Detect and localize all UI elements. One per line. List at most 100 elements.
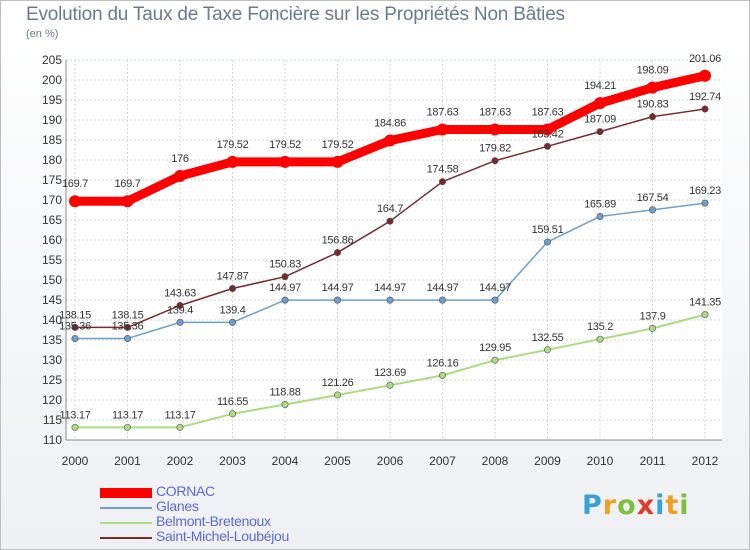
data-label: 118.88 <box>269 386 300 398</box>
data-label: 169.7 <box>114 178 140 190</box>
data-label: 156.86 <box>322 235 354 247</box>
data-label: 121.26 <box>322 377 354 389</box>
data-label: 116.55 <box>217 396 248 408</box>
y-tick-label: 120 <box>42 393 62 407</box>
legend-swatch <box>100 506 152 509</box>
data-label: 135.2 <box>587 321 613 333</box>
data-point <box>124 423 132 431</box>
y-tick-label: 155 <box>42 253 62 267</box>
data-label: 187.63 <box>532 106 564 118</box>
y-tick-label: 125 <box>42 373 62 387</box>
y-tick-label: 180 <box>42 153 62 167</box>
data-point <box>229 285 237 293</box>
data-point <box>176 301 184 309</box>
y-tick-label: 170 <box>42 193 62 207</box>
data-point <box>438 178 446 186</box>
y-tick-label: 145 <box>42 293 62 307</box>
data-label: 169.23 <box>689 185 721 197</box>
data-point <box>438 296 446 304</box>
y-tick-label: 130 <box>42 353 62 367</box>
data-point <box>384 134 396 147</box>
data-label: 174.58 <box>427 164 459 176</box>
logo-letter: P <box>582 490 603 521</box>
data-point <box>701 199 709 207</box>
data-point <box>596 212 604 220</box>
data-point <box>596 335 604 343</box>
data-point <box>543 346 551 354</box>
logo-letter: r <box>602 490 618 521</box>
data-point <box>176 318 184 326</box>
data-point <box>543 238 551 246</box>
data-label: 132.55 <box>532 332 564 344</box>
data-point <box>491 356 499 364</box>
y-tick-label: 165 <box>42 213 62 227</box>
legend-swatch <box>100 487 152 498</box>
logo-letter: i <box>679 490 690 521</box>
x-tick-label: 2009 <box>534 454 561 468</box>
data-point <box>489 123 501 136</box>
logo-letter: x <box>636 490 656 521</box>
data-point <box>71 423 79 431</box>
y-tick-label: 115 <box>43 413 62 427</box>
proxiti-logo: Proxiti <box>582 490 690 521</box>
data-label: 141.35 <box>689 297 721 309</box>
data-point <box>386 296 394 304</box>
data-point <box>331 155 344 168</box>
data-point <box>543 142 551 150</box>
data-point <box>386 217 394 225</box>
data-label: 144.97 <box>374 282 406 294</box>
data-label: 179.52 <box>269 139 301 151</box>
data-label: 138.15 <box>112 309 144 321</box>
data-label: 194.21 <box>584 80 616 92</box>
x-tick-label: 2003 <box>219 454 246 468</box>
legend-label: Glanes <box>156 498 199 514</box>
data-label: 187.63 <box>427 106 459 118</box>
data-point <box>541 123 554 136</box>
data-point <box>176 423 184 431</box>
data-point <box>281 273 289 281</box>
data-point <box>281 400 289 408</box>
data-label: 164.7 <box>377 203 403 215</box>
x-tick-label: 2005 <box>324 454 351 468</box>
data-point <box>701 311 709 319</box>
data-label: 165.89 <box>584 198 616 210</box>
data-label: 179.82 <box>479 143 511 155</box>
chart-title: Evolution du Taux de Taxe Foncière sur l… <box>26 4 565 25</box>
x-tick-label: 2011 <box>640 454 666 468</box>
data-point <box>69 195 81 208</box>
data-label: 167.54 <box>637 192 669 204</box>
data-point <box>121 195 134 208</box>
data-label: 135.36 <box>59 321 91 333</box>
data-label: 138.15 <box>59 309 91 321</box>
data-label: 113.17 <box>59 409 90 421</box>
data-point <box>333 249 341 257</box>
data-label: 150.83 <box>269 259 301 271</box>
data-label: 144.97 <box>269 282 301 294</box>
x-tick-label: 2001 <box>114 454 141 468</box>
data-label: 144.97 <box>322 282 354 294</box>
data-label: 179.52 <box>322 139 354 151</box>
data-point <box>701 105 709 113</box>
data-label: 176 <box>171 153 189 165</box>
data-point <box>491 296 499 304</box>
y-tick-label: 185 <box>42 133 62 147</box>
data-label: 187.09 <box>584 114 616 126</box>
logo-letter: i <box>655 490 666 521</box>
y-tick-label: 135 <box>42 333 62 347</box>
data-label: 147.87 <box>217 271 249 283</box>
data-point <box>226 155 239 168</box>
y-tick-label: 150 <box>42 273 62 287</box>
data-point <box>333 296 341 304</box>
data-label: 201.06 <box>689 53 721 65</box>
chart-unit: (en %) <box>26 28 59 40</box>
data-point <box>229 318 237 326</box>
data-point <box>386 381 394 389</box>
data-label: 113.17 <box>164 409 195 421</box>
data-label: 113.17 <box>112 409 143 421</box>
data-label: 184.86 <box>374 118 406 130</box>
x-tick-label: 2010 <box>587 454 614 468</box>
data-point <box>491 157 499 165</box>
data-label: 143.63 <box>164 287 196 299</box>
x-tick-label: 2004 <box>272 454 299 468</box>
